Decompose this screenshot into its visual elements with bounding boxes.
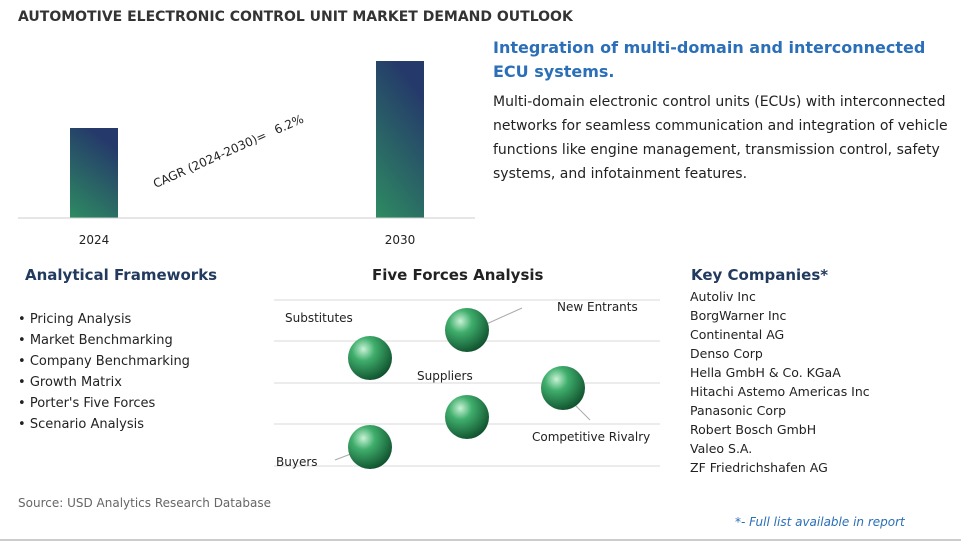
- bullet: •: [18, 417, 30, 432]
- list-item: Robert Bosch GmbH: [690, 420, 870, 439]
- footnote: *- Full list available in report: [735, 515, 905, 529]
- bar: [70, 128, 118, 218]
- bullet: •: [18, 333, 30, 348]
- item-text: Hella GmbH & Co. KGaA: [690, 365, 841, 380]
- item-text: BorgWarner Inc: [690, 308, 787, 323]
- frameworks-heading: Analytical Frameworks: [25, 266, 218, 284]
- item-text: Company Benchmarking: [29, 354, 190, 369]
- list-item: • Company Benchmarking: [18, 351, 190, 372]
- item-text: ZF Friedrichshafen AG: [690, 460, 828, 475]
- list-item: Autoliv Inc: [690, 287, 870, 306]
- item-text: Growth Matrix: [29, 375, 122, 390]
- source: Source: USD Analytics Research Database: [18, 496, 271, 510]
- bullet: •: [18, 312, 30, 327]
- item-text: Robert Bosch GmbH: [690, 422, 817, 437]
- cagr: CAGR (2024-2030)=6.2%: [151, 112, 306, 191]
- frameworks-list: • Pricing Analysis • Market Benchmarking •…: [18, 309, 190, 435]
- list-item: • Growth Matrix: [18, 372, 190, 393]
- list-item: • Scenario Analysis: [18, 414, 190, 435]
- force-label: Substitutes: [285, 311, 353, 325]
- item-text: Market Benchmarking: [29, 333, 173, 348]
- companies-list: Autoliv Inc BorgWarner Inc Continental AG D…: [690, 287, 870, 477]
- bullet: •: [18, 375, 30, 390]
- item-text: Denso Corp: [690, 346, 763, 361]
- list-item: Panasonic Corp: [690, 401, 870, 420]
- item-text: Pricing Analysis: [29, 312, 132, 327]
- item-text: Scenario Analysis: [29, 417, 145, 432]
- force-label: Competitive Rivalry: [532, 430, 650, 444]
- list-item: ZF Friedrichshafen AG: [690, 458, 870, 477]
- five-forces-heading: Five Forces Analysis: [372, 266, 544, 284]
- spheres: [348, 308, 585, 469]
- x-tick-label: 2030: [385, 233, 416, 247]
- five-forces-grid: [274, 299, 660, 467]
- list-item: • Pricing Analysis: [18, 309, 190, 330]
- list-item: BorgWarner Inc: [690, 306, 870, 325]
- item-text: Autoliv Inc: [690, 289, 756, 304]
- list-item: • Porter's Five Forces: [18, 393, 190, 414]
- highlight-text: Multi-domain electronic control units (E…: [493, 94, 948, 182]
- list-item: Hella GmbH & Co. KGaA: [690, 363, 870, 382]
- list-item: Continental AG: [690, 325, 870, 344]
- item-text: Continental AG: [690, 327, 785, 342]
- item-text: Panasonic Corp: [690, 403, 787, 418]
- force-label: Suppliers: [417, 369, 473, 383]
- item-text: Hitachi Astemo Americas Inc: [690, 384, 870, 399]
- item-text: Valeo S.A.: [690, 441, 753, 456]
- highlight-heading: Integration of multi-domain and intercon…: [493, 38, 926, 81]
- list-item: • Market Benchmarking: [18, 330, 190, 351]
- x-tick-label: 2024: [79, 233, 110, 247]
- title: AUTOMOTIVE ELECTRONIC CONTROL UNIT MARKE…: [18, 9, 573, 25]
- bar: [376, 61, 424, 218]
- list-item: Denso Corp: [690, 344, 870, 363]
- companies-heading: Key Companies*: [691, 266, 829, 284]
- force-label: Buyers: [276, 455, 318, 469]
- item-text: Porter's Five Forces: [29, 396, 156, 411]
- bullet: •: [18, 354, 30, 369]
- bullet: •: [18, 396, 30, 411]
- list-item: Hitachi Astemo Americas Inc: [690, 382, 870, 401]
- list-item: Valeo S.A.: [690, 439, 870, 458]
- force-label: New Entrants: [557, 300, 638, 314]
